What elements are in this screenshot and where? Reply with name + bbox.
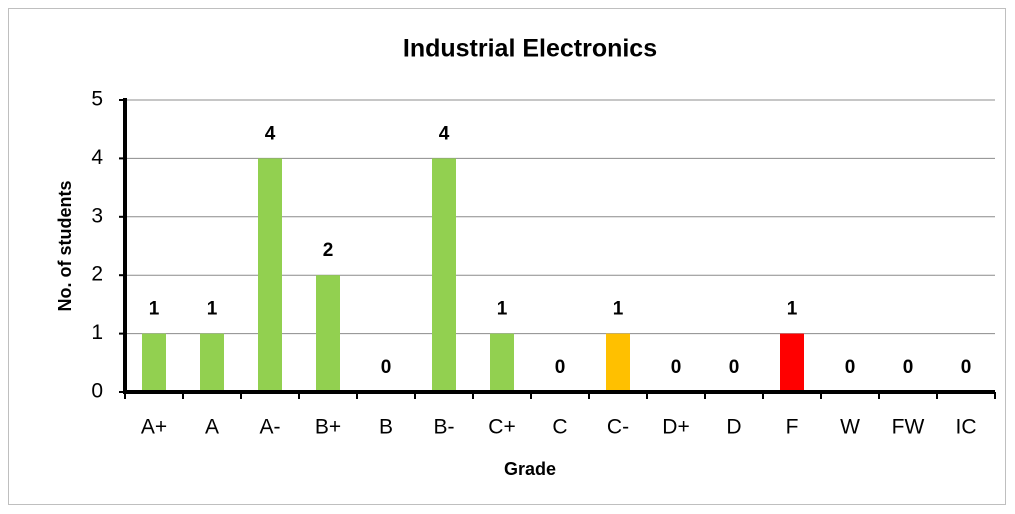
y-tick-label: 0 — [91, 380, 103, 403]
bar — [780, 333, 804, 392]
y-tick-label: 1 — [91, 321, 103, 344]
data-label: 1 — [149, 299, 160, 320]
x-tick-label: B- — [434, 416, 455, 439]
data-label: 0 — [381, 357, 392, 378]
bar — [200, 333, 224, 392]
x-tick-label: D — [726, 416, 741, 439]
data-label: 0 — [555, 357, 566, 378]
x-tick-label: FW — [892, 416, 925, 439]
data-label: 1 — [207, 299, 218, 320]
y-tick-label: 4 — [91, 146, 103, 169]
y-axis-label: No. of students — [55, 181, 75, 312]
chart-border — [8, 8, 1006, 505]
x-axis-label: Grade — [504, 459, 556, 479]
x-tick-label: B+ — [315, 416, 341, 439]
data-label: 0 — [961, 357, 972, 378]
x-tick-label: C — [552, 416, 567, 439]
data-label: 1 — [787, 299, 798, 320]
x-tick-label: IC — [956, 416, 977, 439]
y-tick-label: 5 — [91, 88, 103, 111]
bar — [490, 333, 514, 392]
bar — [258, 158, 282, 392]
data-label: 4 — [265, 123, 276, 144]
data-label: 0 — [671, 357, 682, 378]
bar — [606, 333, 630, 392]
data-label: 0 — [903, 357, 914, 378]
data-label: 0 — [845, 357, 856, 378]
data-label: 1 — [613, 299, 624, 320]
y-tick-label: 2 — [91, 263, 103, 286]
y-tick-label: 3 — [91, 204, 103, 227]
x-tick-label: C- — [607, 416, 629, 439]
x-tick-label: F — [786, 416, 799, 439]
x-tick-label: D+ — [662, 416, 689, 439]
data-label: 4 — [439, 123, 450, 144]
data-label: 0 — [729, 357, 740, 378]
x-tick-label: C+ — [488, 416, 515, 439]
x-tick-label: A- — [260, 416, 281, 439]
bar — [316, 275, 340, 392]
x-tick-label: B — [379, 416, 393, 439]
data-label: 1 — [497, 299, 508, 320]
x-tick-label: W — [840, 416, 860, 439]
x-tick-label: A — [205, 416, 219, 439]
chart-title: Industrial Electronics — [403, 35, 657, 63]
data-label: 2 — [323, 240, 334, 261]
bar — [142, 333, 166, 392]
x-tick-label: A+ — [141, 416, 167, 439]
bar — [432, 158, 456, 392]
